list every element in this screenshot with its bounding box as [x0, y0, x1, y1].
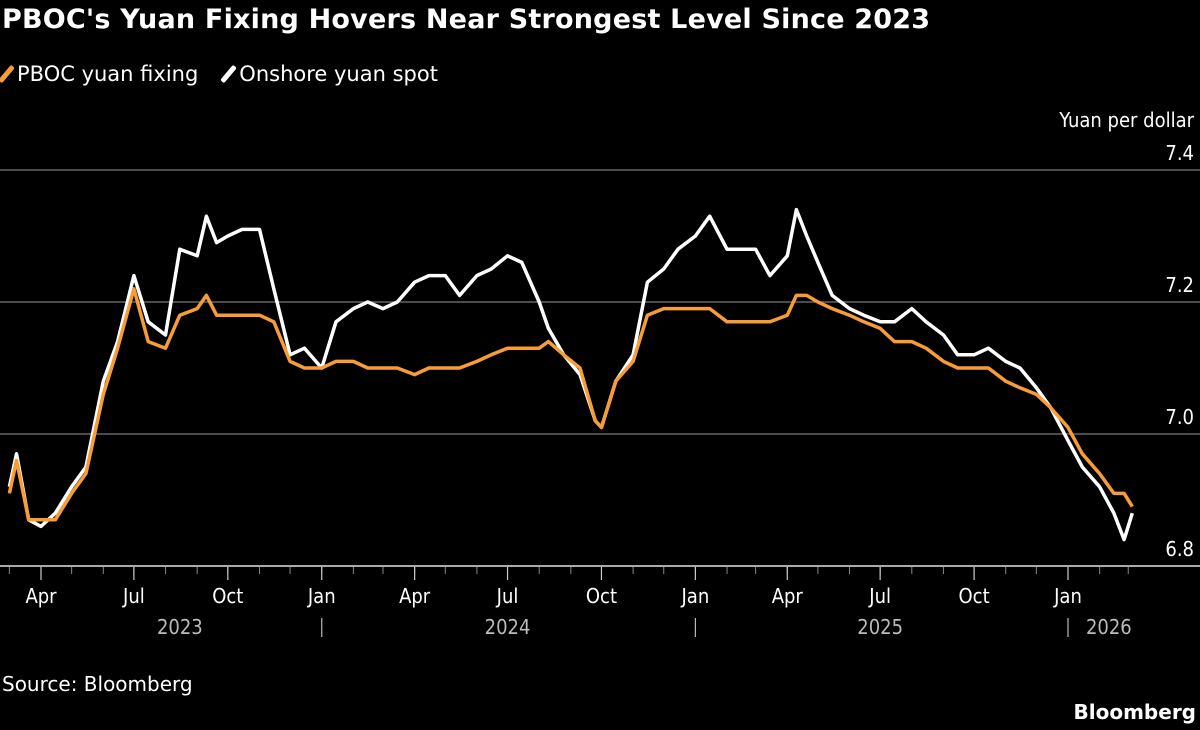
x-tick-label: Oct: [959, 584, 990, 608]
x-tick-label: Jul: [496, 584, 519, 608]
y-tick-label: 6.8: [1165, 537, 1194, 561]
source-note: Source: Bloomberg: [2, 672, 193, 696]
x-year-label: 2023: [157, 615, 203, 639]
y-tick-label: 7.4: [1165, 141, 1194, 165]
x-year-label: 2024: [485, 615, 531, 639]
legend-label-spot: Onshore yuan spot: [239, 62, 438, 86]
x-tick-label: Apr: [772, 584, 804, 608]
chart-title: PBOC's Yuan Fixing Hovers Near Strongest…: [2, 4, 931, 35]
series-line-pboc-fixing: [7, 287, 1134, 522]
x-tick-label: Oct: [586, 584, 617, 608]
x-tick-label: Jan: [1053, 584, 1082, 608]
legend-item-fixing: PBOC yuan fixing: [0, 62, 199, 86]
x-tick-label: Jan: [307, 584, 336, 608]
x-tick-label: Apr: [25, 584, 57, 608]
legend: PBOC yuan fixing Onshore yuan spot: [0, 62, 438, 86]
x-year-label: 2025: [857, 615, 903, 639]
x-tick-label: Oct: [212, 584, 243, 608]
x-tick-label: Jul: [122, 584, 145, 608]
y-tick-label: 7.0: [1165, 405, 1194, 429]
y-tick-label: 7.2: [1165, 273, 1194, 297]
x-tick-label: Jan: [681, 584, 710, 608]
legend-item-spot: Onshore yuan spot: [220, 62, 438, 86]
legend-label-fixing: PBOC yuan fixing: [17, 62, 199, 86]
x-tick-label: Apr: [399, 584, 431, 608]
series-line-onshore-spot: [7, 207, 1134, 542]
x-year-label: 2026: [1086, 615, 1132, 639]
bloomberg-logo: Bloomberg: [1073, 700, 1196, 724]
y-axis-label: Yuan per dollar: [1058, 108, 1194, 132]
x-tick-label: Jul: [868, 584, 891, 608]
